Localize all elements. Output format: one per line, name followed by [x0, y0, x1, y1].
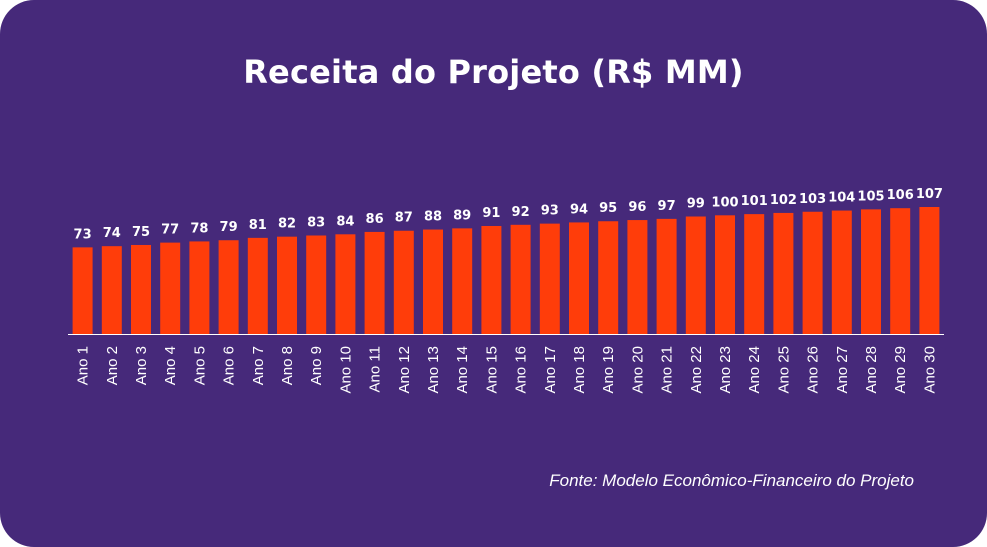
category-label: Ano 6	[221, 346, 238, 385]
bar	[277, 236, 297, 334]
bar-value-label: 100	[711, 195, 738, 210]
category-label: Ano 26	[805, 346, 822, 394]
bar-value-label: 84	[336, 214, 354, 229]
category-label: Ano 28	[863, 346, 880, 394]
bar-value-label: 93	[541, 204, 559, 219]
bar	[160, 242, 181, 334]
category-label: Ano 7	[250, 346, 267, 385]
bar-value-label: 106	[887, 188, 914, 203]
category-label: Ano 11	[367, 346, 384, 392]
bar-value-label: 77	[161, 223, 179, 238]
category-label: Ano 21	[659, 346, 676, 394]
bar	[218, 240, 239, 334]
category-label: Ano 4	[162, 346, 179, 385]
bar-value-label: 94	[570, 202, 588, 217]
category-label: Ano 29	[892, 346, 909, 394]
bar-value-label: 97	[658, 199, 676, 214]
bar-value-label: 102	[770, 193, 797, 208]
category-label: Ano 8	[279, 346, 296, 385]
category-label: Ano 2	[104, 346, 121, 385]
bar-value-label: 75	[132, 225, 150, 240]
bar	[247, 237, 268, 334]
category-label: Ano 13	[425, 346, 442, 394]
category-labels-layer: Ano 1 Ano 2 Ano 3 Ano 4 Ano 5 Ano 6 Ano 7 Ano 8…	[75, 346, 939, 394]
category-label: Ano 24	[746, 346, 763, 394]
bar-value-label: 88	[424, 210, 442, 225]
bar	[890, 208, 911, 334]
bar-value-label: 78	[190, 221, 208, 236]
bar	[189, 241, 210, 334]
bars-layer	[72, 207, 940, 334]
bar-value-label: 99	[687, 197, 705, 212]
bar	[598, 221, 619, 334]
bar-value-label: 92	[512, 205, 530, 220]
bar-value-label: 96	[628, 200, 646, 215]
bar-value-label: 87	[395, 211, 413, 226]
bar-value-label: 91	[482, 206, 500, 221]
bar-value-label: 101	[741, 194, 768, 209]
bar-value-label: 81	[249, 218, 267, 233]
bar-value-label: 83	[307, 215, 325, 230]
bar	[335, 234, 356, 334]
category-label: Ano 15	[483, 346, 500, 394]
category-label: Ano 22	[688, 346, 705, 394]
category-label: Ano 9	[308, 346, 325, 385]
bar	[393, 230, 414, 334]
category-label: Ano 16	[513, 346, 530, 394]
bar	[715, 215, 735, 334]
category-label: Ano 5	[191, 346, 208, 385]
bar	[101, 246, 122, 334]
bar	[744, 214, 765, 334]
bar	[423, 229, 443, 334]
category-label: Ano 17	[542, 346, 559, 394]
bar	[481, 225, 502, 334]
bar	[306, 235, 327, 334]
category-label: Ano 12	[396, 346, 413, 394]
category-label: Ano 18	[571, 346, 588, 394]
category-label: Ano 30	[921, 346, 938, 394]
bar-value-label: 82	[278, 217, 296, 232]
bar	[72, 247, 93, 334]
bar	[510, 224, 531, 334]
bar-value-label: 73	[74, 227, 92, 242]
bar-value-label: 89	[453, 208, 471, 223]
bar	[861, 209, 881, 334]
bar	[364, 231, 385, 334]
category-label: Ano 1	[75, 346, 92, 385]
bar	[452, 228, 473, 334]
chart-title: Receita do Projeto (R$ MM)	[243, 53, 744, 91]
bar	[656, 218, 677, 334]
bar	[831, 210, 852, 334]
bar-value-label: 103	[799, 192, 826, 207]
category-label: Ano 10	[337, 346, 354, 394]
bar-value-label: 74	[103, 226, 121, 241]
bar-value-label: 107	[916, 187, 943, 202]
bar	[131, 244, 151, 334]
bar-value-label: 104	[828, 191, 855, 206]
category-label: Ano 19	[600, 346, 617, 394]
category-label: Ano 27	[834, 346, 851, 394]
bar-value-label: 86	[366, 212, 384, 227]
category-label: Ano 14	[454, 346, 471, 394]
bar	[627, 220, 648, 334]
bar	[539, 223, 560, 334]
source-note: Fonte: Modelo Econômico-Financeiro do Pr…	[549, 471, 914, 490]
bar	[773, 212, 794, 334]
bar	[802, 211, 823, 334]
category-label: Ano 23	[717, 346, 734, 394]
bar-value-label: 79	[220, 220, 238, 235]
value-labels-layer: 73 74 75 77 78 79 81 82 83 84 86 87 88 89 91 92 93 94 95 96…	[74, 187, 943, 242]
bar	[919, 207, 940, 334]
category-label: Ano 20	[629, 346, 646, 394]
bar-value-label: 95	[599, 201, 617, 216]
bar-value-label: 105	[857, 189, 884, 204]
bar	[685, 216, 706, 334]
bar	[569, 222, 589, 334]
category-label: Ano 25	[775, 346, 792, 394]
category-label: Ano 3	[133, 346, 150, 385]
